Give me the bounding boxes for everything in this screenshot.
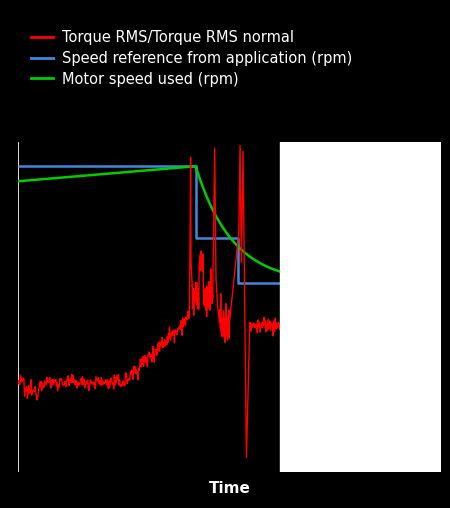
- X-axis label: Time: Time: [208, 481, 251, 496]
- Legend: Torque RMS/Torque RMS normal, Speed reference from application (rpm), Motor spee: Torque RMS/Torque RMS normal, Speed refe…: [25, 24, 358, 92]
